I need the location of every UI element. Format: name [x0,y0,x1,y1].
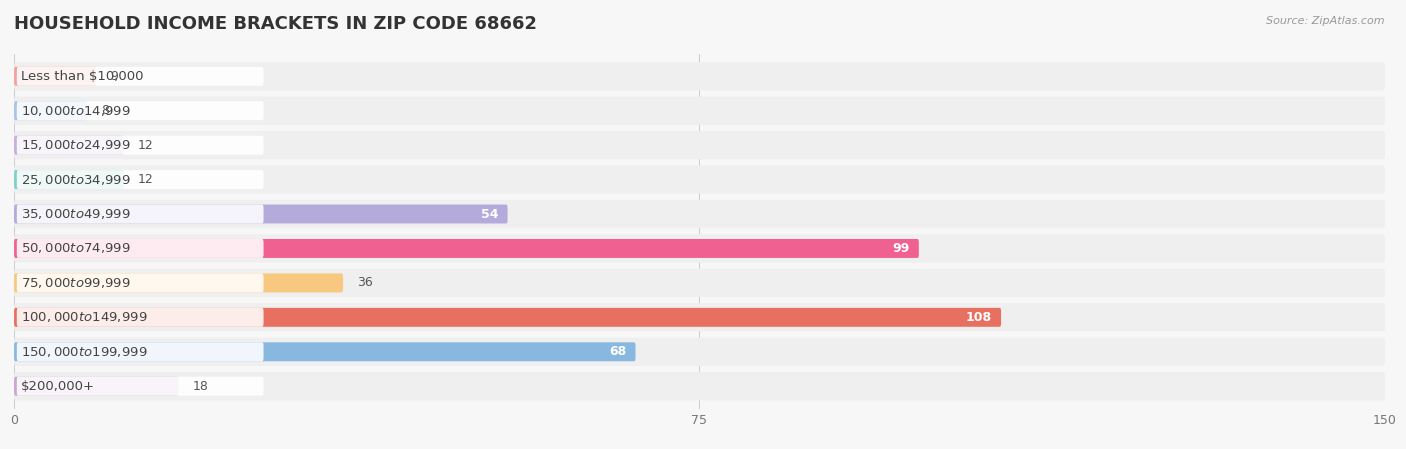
Text: $35,000 to $49,999: $35,000 to $49,999 [21,207,131,221]
Text: $100,000 to $149,999: $100,000 to $149,999 [21,310,148,324]
Text: $50,000 to $74,999: $50,000 to $74,999 [21,242,131,255]
FancyBboxPatch shape [14,166,1385,194]
Text: $10,000 to $14,999: $10,000 to $14,999 [21,104,131,118]
FancyBboxPatch shape [17,170,263,189]
FancyBboxPatch shape [17,205,263,224]
FancyBboxPatch shape [17,342,263,361]
FancyBboxPatch shape [14,97,1385,125]
FancyBboxPatch shape [14,170,124,189]
FancyBboxPatch shape [14,101,87,120]
FancyBboxPatch shape [14,136,124,154]
FancyBboxPatch shape [14,131,1385,159]
FancyBboxPatch shape [14,372,1385,401]
FancyBboxPatch shape [14,62,1385,90]
FancyBboxPatch shape [14,377,179,396]
FancyBboxPatch shape [14,342,636,361]
Text: Less than $10,000: Less than $10,000 [21,70,143,83]
FancyBboxPatch shape [14,308,1001,327]
Text: 68: 68 [609,345,627,358]
FancyBboxPatch shape [17,101,263,120]
Text: 99: 99 [893,242,910,255]
Text: 36: 36 [357,277,373,290]
Text: 12: 12 [138,173,153,186]
FancyBboxPatch shape [14,303,1385,331]
Text: $200,000+: $200,000+ [21,380,96,393]
Text: HOUSEHOLD INCOME BRACKETS IN ZIP CODE 68662: HOUSEHOLD INCOME BRACKETS IN ZIP CODE 68… [14,15,537,33]
FancyBboxPatch shape [14,269,1385,297]
FancyBboxPatch shape [14,234,1385,263]
Text: $15,000 to $24,999: $15,000 to $24,999 [21,138,131,152]
Text: 18: 18 [193,380,208,393]
Text: $25,000 to $34,999: $25,000 to $34,999 [21,172,131,187]
Text: 12: 12 [138,139,153,152]
FancyBboxPatch shape [14,273,343,292]
FancyBboxPatch shape [14,67,96,86]
FancyBboxPatch shape [17,377,263,396]
FancyBboxPatch shape [14,205,508,224]
Text: $75,000 to $99,999: $75,000 to $99,999 [21,276,131,290]
Text: 54: 54 [481,207,499,220]
FancyBboxPatch shape [14,200,1385,228]
FancyBboxPatch shape [17,273,263,292]
FancyBboxPatch shape [17,136,263,154]
FancyBboxPatch shape [17,239,263,258]
Text: $150,000 to $199,999: $150,000 to $199,999 [21,345,148,359]
Text: 9: 9 [110,70,118,83]
FancyBboxPatch shape [17,67,263,86]
FancyBboxPatch shape [17,308,263,327]
Text: 8: 8 [101,104,108,117]
FancyBboxPatch shape [14,239,920,258]
FancyBboxPatch shape [14,338,1385,366]
Text: Source: ZipAtlas.com: Source: ZipAtlas.com [1267,16,1385,26]
Text: 108: 108 [966,311,993,324]
